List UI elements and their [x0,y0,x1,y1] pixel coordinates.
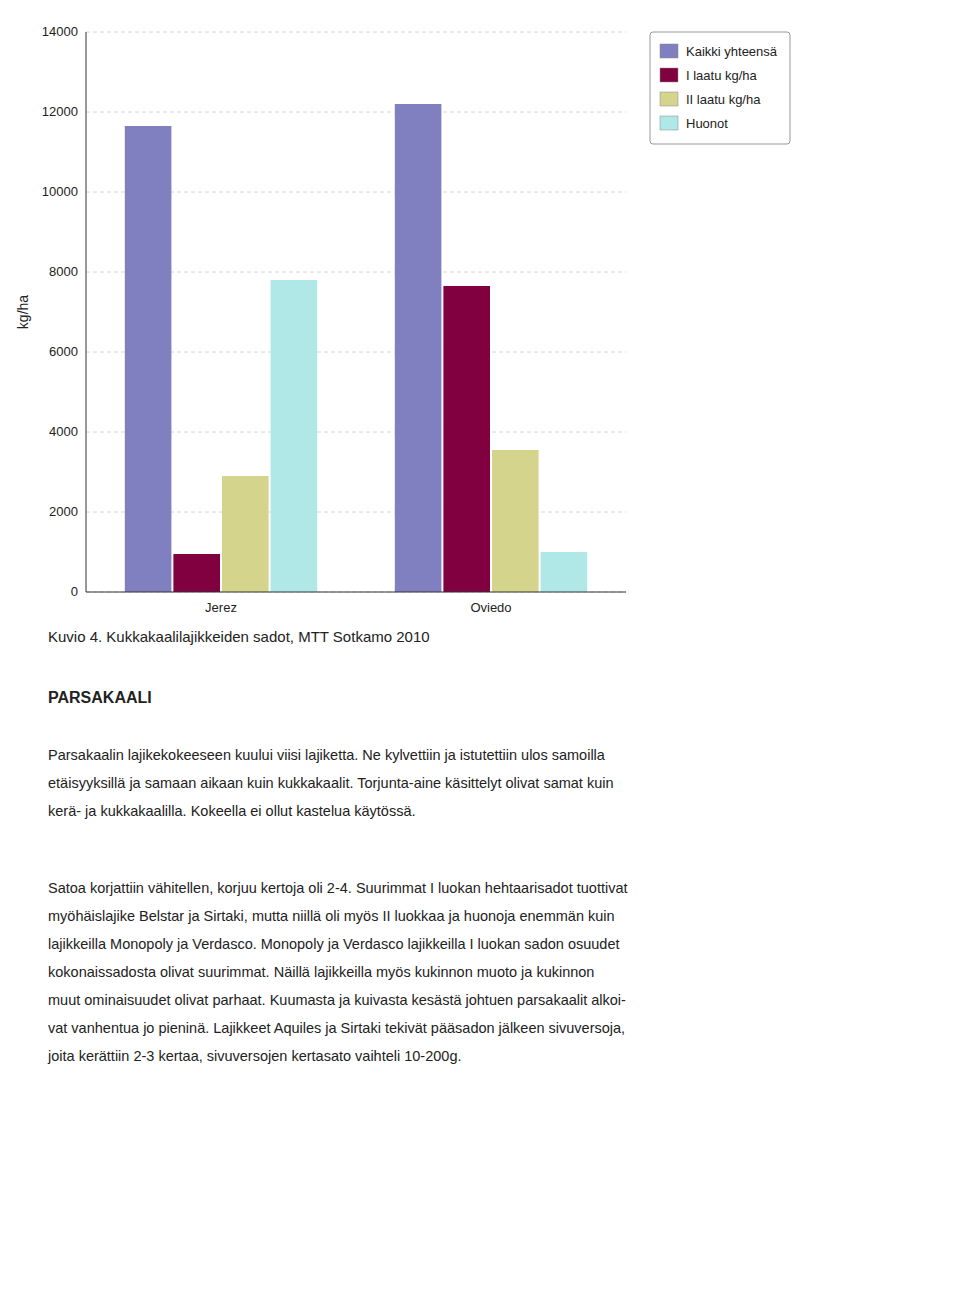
caption: Kuvio 4. Kukkakaalilajikkeiden sadot, MT… [48,628,430,645]
y-tick-label: 12000 [42,104,78,119]
legend: Kaikki yhteensä I laatu kg/ha II laatu kg/… [650,32,790,144]
bar [541,552,588,592]
bar [222,476,269,592]
paragraph-line: etäisyyksillä ja samaan aikaan kuin kukk… [48,775,614,791]
paragraph-line: vat vanhentua jo pieninä. Lajikkeet Aqui… [48,1020,625,1036]
x-tick-label: Jerez [205,600,237,615]
paragraph-line: kerä- ja kukkakaalilla. Kokeella ei ollu… [48,803,416,819]
bar [271,280,318,592]
bar [173,554,220,592]
bar [395,104,442,592]
paragraph-line: joita kerättiin 2-3 kertaa, sivuversojen… [47,1048,461,1064]
legend-label: I laatu kg/ha [686,68,758,83]
y-tick-label: 14000 [42,24,78,39]
bar [443,286,490,592]
y-tick-label: 10000 [42,184,78,199]
legend-swatch [660,44,678,58]
paragraph-line: kokonaissadosta olivat suurimmat. Näillä… [48,964,594,980]
y-tick-label: 8000 [49,264,78,279]
legend-label: Huonot [686,116,728,131]
paragraph-line: Parsakaalin lajikekokeeseen kuului viisi… [48,747,606,763]
paragraph-line: myöhäislajike Belstar ja Sirtaki, mutta … [48,908,615,924]
bar [492,450,539,592]
legend-label: II laatu kg/ha [686,92,761,107]
paragraph-line: lajikkeilla Monopoly ja Verdasco. Monopo… [48,936,619,952]
legend-swatch [660,116,678,130]
y-axis-line [86,32,87,592]
grid-line [86,32,626,33]
y-axis-label: kg/ha [15,295,31,329]
bars [125,104,587,592]
paragraph-line: Satoa korjattiin vähitellen, korjuu kert… [48,880,628,896]
grid [86,32,626,592]
section-heading: PARSAKAALI [48,689,152,706]
y-tick-label: 0 [71,584,78,599]
grid-line [86,112,626,113]
paragraph-line: muut ominaisuudet olivat parhaat. Kuumas… [48,992,626,1008]
y-tick-label: 6000 [49,344,78,359]
legend-frame [650,32,790,144]
grid-line [86,592,626,593]
x-axis-line [86,592,626,593]
legend-swatch [660,92,678,106]
y-tick-label: 4000 [49,424,78,439]
y-tick-label: 2000 [49,504,78,519]
bar [125,126,172,592]
page: 0 2000 4000 6000 8000 10000 12000 14000 Jerez Ovi… [0,0,960,1291]
legend-swatch [660,68,678,82]
legend-label: Kaikki yhteensä [686,44,778,59]
x-tick-label: Oviedo [470,600,511,615]
